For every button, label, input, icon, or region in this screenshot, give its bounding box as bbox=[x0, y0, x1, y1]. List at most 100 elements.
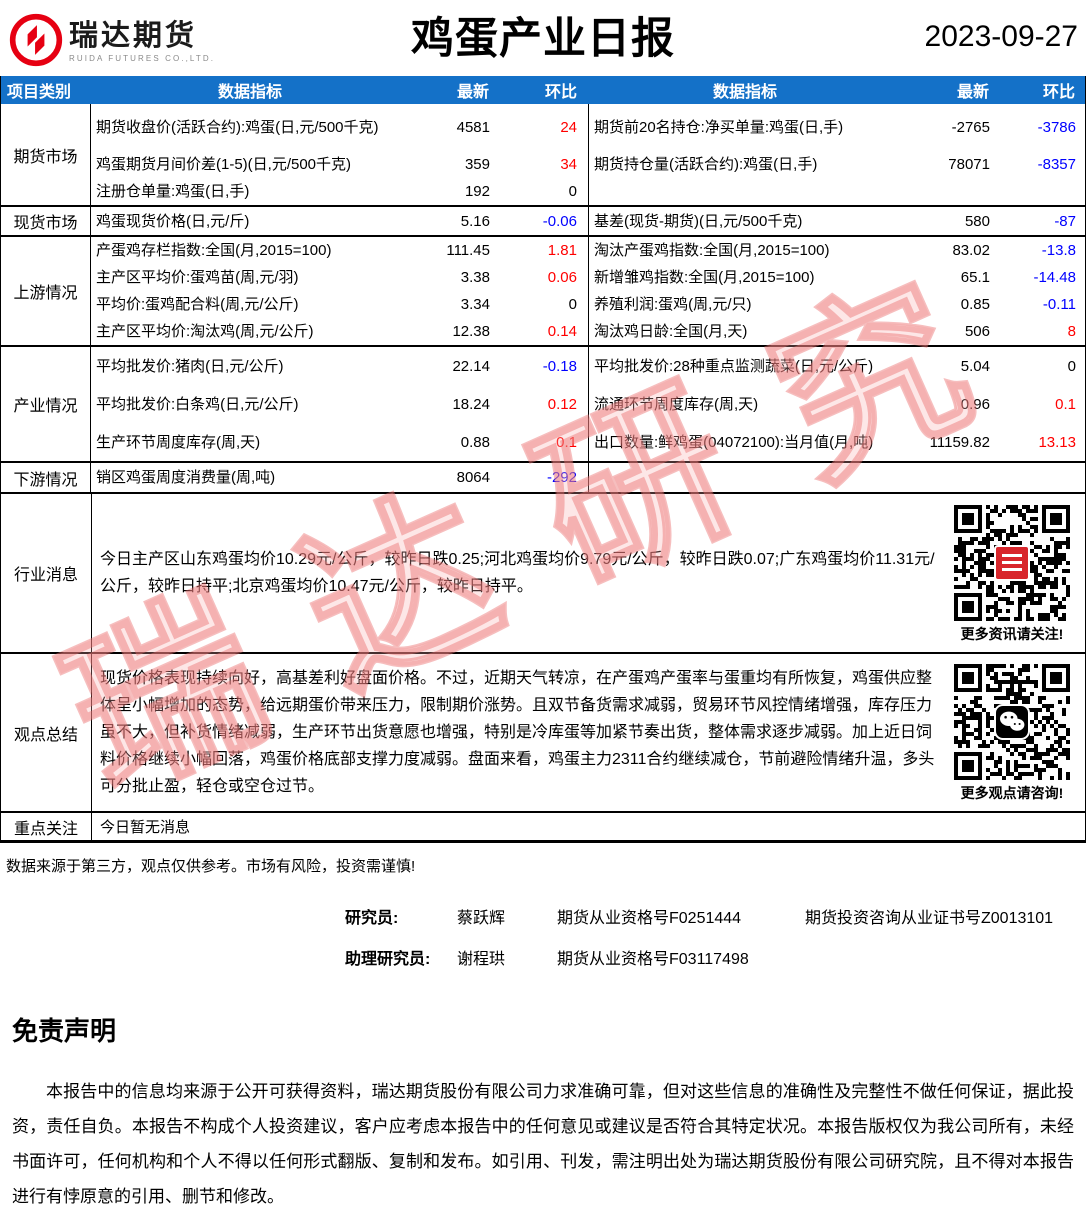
indicator-label: 养殖利润:蛋鸡(周,元/只) bbox=[594, 296, 752, 313]
summary-content: 现货价格表现持续向好，高基差利好盘面价格。不过，近期天气转凉，在产蛋鸡产蛋率与蛋… bbox=[92, 654, 1085, 811]
section-industry: 产业情况 平均批发价:猪肉(日,元/公斤) 22.14 -0.18 平均批发价:… bbox=[1, 345, 1085, 461]
summary-qr-code bbox=[954, 664, 1070, 780]
latest-value: 0.96 bbox=[960, 395, 990, 413]
latest-value: -2765 bbox=[951, 119, 990, 136]
news-qr-block: 更多资讯请关注! bbox=[945, 503, 1079, 644]
chg-value bbox=[1001, 178, 1086, 205]
chg-value: 0.14 bbox=[501, 318, 589, 345]
indicator-label: 出口数量:鲜鸡蛋(04072100):当月值(月,吨) bbox=[594, 433, 874, 451]
news-qr-code bbox=[954, 504, 1070, 621]
researcher-cert2: 期货投资咨询从业证书号Z0013101 bbox=[805, 910, 1054, 927]
assistant-row: 助理研究员: 谢程珙 期货从业资格号F03117498 bbox=[345, 945, 1086, 969]
latest-value: 78071 bbox=[948, 156, 990, 173]
researcher-label: 研究员: bbox=[345, 910, 399, 927]
indicator-label: 期货前20名持仓:净买单量:鸡蛋(日,手) bbox=[594, 119, 844, 136]
chg-value: 0.1 bbox=[1055, 395, 1076, 413]
assistant-name: 谢程珙 bbox=[457, 951, 506, 968]
section-spot-market: 现货市场 鸡蛋现货价格(日,元/斤) 5.16 -0.06 基差(现货-期货)(… bbox=[1, 205, 1085, 235]
latest-value: 5.16 bbox=[460, 212, 490, 230]
latest-value: 12.38 bbox=[452, 323, 490, 340]
wechat-icon bbox=[994, 704, 1030, 740]
chg-value: -0.06 bbox=[501, 207, 589, 235]
latest-value: 3.38 bbox=[460, 269, 490, 286]
chg-value: 0.06 bbox=[501, 264, 589, 291]
company-name-block: 瑞达期货 RUIDA FUTURES CO.,LTD. bbox=[69, 20, 215, 63]
chg-value: -0.11 bbox=[1042, 296, 1076, 313]
indicator-label bbox=[589, 463, 901, 492]
summary-qr-block: 更多观点请咨询! bbox=[945, 662, 1079, 803]
latest-value: 506 bbox=[964, 323, 990, 340]
chg-value: 0 bbox=[501, 291, 589, 318]
page-title: 鸡蛋产业日报 bbox=[411, 15, 675, 63]
indicator-label bbox=[589, 178, 901, 205]
latest-value bbox=[901, 463, 1001, 492]
indicator-label: 期货持仓量(活跃合约):鸡蛋(日,手) bbox=[594, 156, 818, 173]
news-qr-caption: 更多资讯请关注! bbox=[960, 625, 1064, 642]
category-label: 现货市场 bbox=[1, 207, 91, 235]
summary-text: 现货价格表现持续向好，高基差利好盘面价格。不过，近期天气转凉，在产蛋鸡产蛋率与蛋… bbox=[100, 670, 935, 795]
chg-value: 34 bbox=[501, 151, 589, 178]
category-label: 观点总结 bbox=[1, 654, 92, 811]
latest-value: 3.34 bbox=[460, 296, 490, 313]
latest-value: 192 bbox=[464, 183, 490, 200]
category-label: 期货市场 bbox=[1, 104, 91, 205]
section-futures-market: 期货市场 期货收盘价(活跃合约):鸡蛋(日,元/500千克) 4581 24 期… bbox=[1, 104, 1085, 205]
summary-qr-caption: 更多观点请咨询! bbox=[960, 785, 1064, 801]
industry-news-text: 今日主产区山东鸡蛋均价10.29元/公斤，较昨日跌0.25;河北鸡蛋均价9.79… bbox=[100, 551, 935, 595]
latest-value: 0.85 bbox=[960, 296, 990, 313]
industry-news-content: 今日主产区山东鸡蛋均价10.29元/公斤，较昨日跌0.25;河北鸡蛋均价9.79… bbox=[92, 494, 1085, 652]
latest-value: 580 bbox=[964, 212, 990, 230]
column-header-latest2: 最新 bbox=[956, 84, 989, 101]
ruida-qr-center-logo bbox=[994, 544, 1030, 581]
indicator-label: 主产区平均价:淘汰鸡(周,元/公斤) bbox=[96, 323, 314, 340]
latest-value: 111.45 bbox=[446, 242, 490, 259]
latest-value: 65.1 bbox=[960, 269, 990, 286]
chg-value: 24 bbox=[501, 104, 589, 151]
ruida-logo-icon bbox=[9, 13, 63, 67]
category-label: 下游情况 bbox=[1, 463, 91, 492]
indicator-label: 平均批发价:白条鸡(日,元/公斤) bbox=[96, 395, 299, 413]
chg-value: -292 bbox=[501, 463, 589, 492]
assistant-label: 助理研究员: bbox=[345, 951, 431, 968]
company-name: 瑞达期货 bbox=[69, 20, 198, 52]
indicator-label: 平均批发价:28种重点监测蔬菜(日,元/公斤) bbox=[594, 357, 874, 375]
chg-value: 0 bbox=[1067, 357, 1076, 375]
latest-value: 0.88 bbox=[460, 433, 490, 451]
indicator-label: 销区鸡蛋周度消费量(周,吨) bbox=[96, 469, 276, 486]
researcher-row: 研究员: 蔡跃辉 期货从业资格号F0251444 期货投资咨询从业证书号Z001… bbox=[345, 904, 1086, 928]
column-header-indicator: 数据指标 bbox=[217, 84, 282, 101]
chg-value: 8 bbox=[1067, 323, 1076, 340]
latest-value: 18.24 bbox=[452, 395, 490, 413]
risk-footnote: 数据来源于第三方，观点仅供参考。市场有风险，投资需谨慎! bbox=[6, 858, 416, 875]
chg-value: 0.12 bbox=[501, 385, 589, 423]
latest-value: 22.14 bbox=[452, 357, 490, 375]
company-name-en: RUIDA FUTURES CO.,LTD. bbox=[69, 54, 216, 63]
chg-value: -14.48 bbox=[1033, 269, 1076, 286]
disclaimer-body: 本报告中的信息均来源于公开可获得资料，瑞达期货股份有限公司力求准确可靠，但对这些… bbox=[12, 1082, 1074, 1206]
category-label: 行业消息 bbox=[1, 494, 92, 652]
company-logo: 瑞达期货 RUIDA FUTURES CO.,LTD. bbox=[8, 12, 215, 68]
indicator-label: 基差(现货-期货)(日,元/500千克) bbox=[594, 212, 803, 230]
section-downstream: 下游情况 销区鸡蛋周度消费量(周,吨) 8064 -292 bbox=[1, 461, 1085, 492]
chg-value: -8357 bbox=[1037, 156, 1076, 173]
latest-value bbox=[901, 178, 1001, 205]
category-label: 产业情况 bbox=[1, 347, 91, 461]
column-header-indicator2: 数据指标 bbox=[712, 84, 777, 101]
chg-value: 1.81 bbox=[501, 237, 589, 264]
indicator-label: 鸡蛋现货价格(日,元/斤) bbox=[96, 212, 250, 230]
latest-value: 5.04 bbox=[960, 357, 990, 375]
column-header-chg2: 环比 bbox=[1042, 84, 1075, 101]
indicator-label: 生产环节周度库存(周,天) bbox=[96, 433, 261, 451]
indicator-label: 注册仓单量:鸡蛋(日,手) bbox=[96, 183, 250, 200]
indicator-label: 期货收盘价(活跃合约):鸡蛋(日,元/500千克) bbox=[96, 119, 379, 136]
section-viewpoint-summary: 观点总结 现货价格表现持续向好，高基差利好盘面价格。不过，近期天气转凉，在产蛋鸡… bbox=[1, 652, 1085, 811]
section-key-focus: 重点关注 今日暂无消息 bbox=[1, 811, 1085, 843]
disclaimer-section: 免责声明 本报告中的信息均来源于公开可获得资料，瑞达期货股份有限公司力求准确可靠… bbox=[0, 1011, 1086, 1214]
indicator-label: 鸡蛋期货月间价差(1-5)(日,元/500千克) bbox=[96, 156, 352, 173]
report-header: 瑞达期货 RUIDA FUTURES CO.,LTD. 鸡蛋产业日报 2023-… bbox=[0, 0, 1086, 76]
indicator-label: 主产区平均价:蛋鸡苗(周,元/羽) bbox=[96, 269, 299, 286]
chg-value bbox=[1001, 463, 1086, 492]
chg-value: -0.18 bbox=[501, 347, 589, 385]
category-label: 重点关注 bbox=[1, 813, 92, 840]
key-focus-text: 今日暂无消息 bbox=[100, 819, 191, 836]
